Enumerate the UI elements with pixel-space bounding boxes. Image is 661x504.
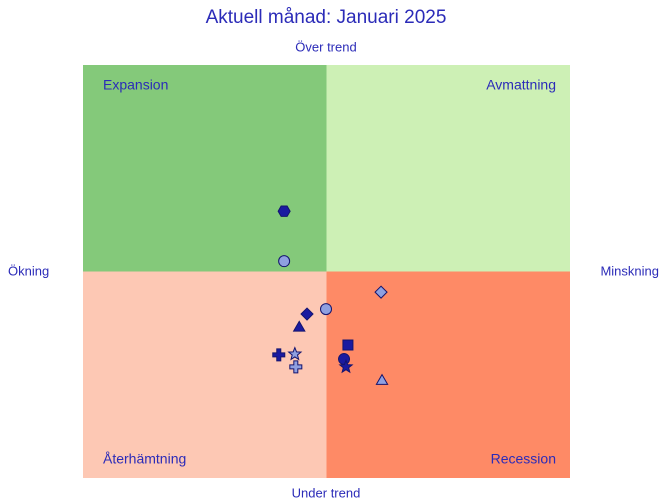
point	[338, 359, 354, 374]
point	[300, 307, 314, 321]
point	[289, 360, 303, 374]
quadrant	[83, 271, 327, 478]
quadrant	[83, 65, 327, 272]
point	[375, 373, 389, 385]
top-label: Över trend	[295, 39, 356, 54]
quadrant	[326, 65, 570, 272]
bottom-label: Under trend	[292, 485, 361, 500]
quadrant-label: Expansion	[103, 77, 168, 93]
right-label: Minskning	[600, 263, 659, 278]
left-label: Ökning	[8, 263, 49, 278]
point	[374, 285, 388, 299]
point	[277, 205, 291, 217]
point	[320, 303, 333, 316]
point	[278, 255, 291, 268]
point	[338, 353, 351, 366]
point	[292, 320, 306, 332]
chart-title: Aktuell månad: Januari 2025	[206, 7, 447, 28]
point	[287, 346, 303, 361]
quadrant-label: Recession	[491, 451, 556, 467]
quadrant	[326, 271, 570, 478]
quadrant-label: Avmattning	[486, 77, 556, 93]
point	[342, 339, 354, 351]
point	[272, 348, 286, 362]
quadrant-label: Återhämtning	[103, 451, 186, 467]
